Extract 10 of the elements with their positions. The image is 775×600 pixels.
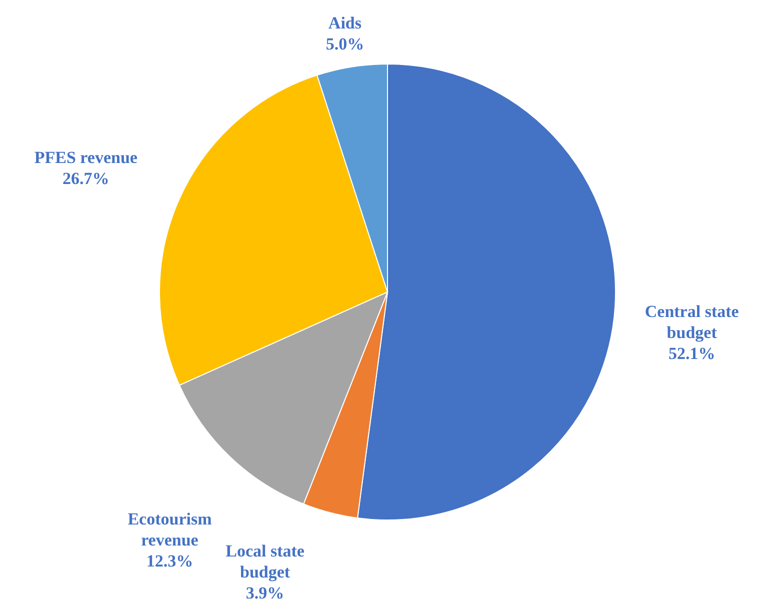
slice-label: PFES revenue bbox=[34, 148, 138, 168]
data-label: 5.0% bbox=[326, 34, 364, 54]
data-label: 3.9% bbox=[246, 583, 284, 600]
slice-label: Central state budget bbox=[644, 302, 740, 342]
slice-label: Local state budget bbox=[226, 541, 305, 582]
data-label: 26.7% bbox=[62, 169, 110, 188]
data-label: 12.3% bbox=[146, 552, 194, 571]
slice-label: Ecotourism revenue bbox=[128, 510, 212, 550]
slice-label: Aids bbox=[328, 13, 362, 32]
data-label: 52.1% bbox=[668, 344, 716, 364]
